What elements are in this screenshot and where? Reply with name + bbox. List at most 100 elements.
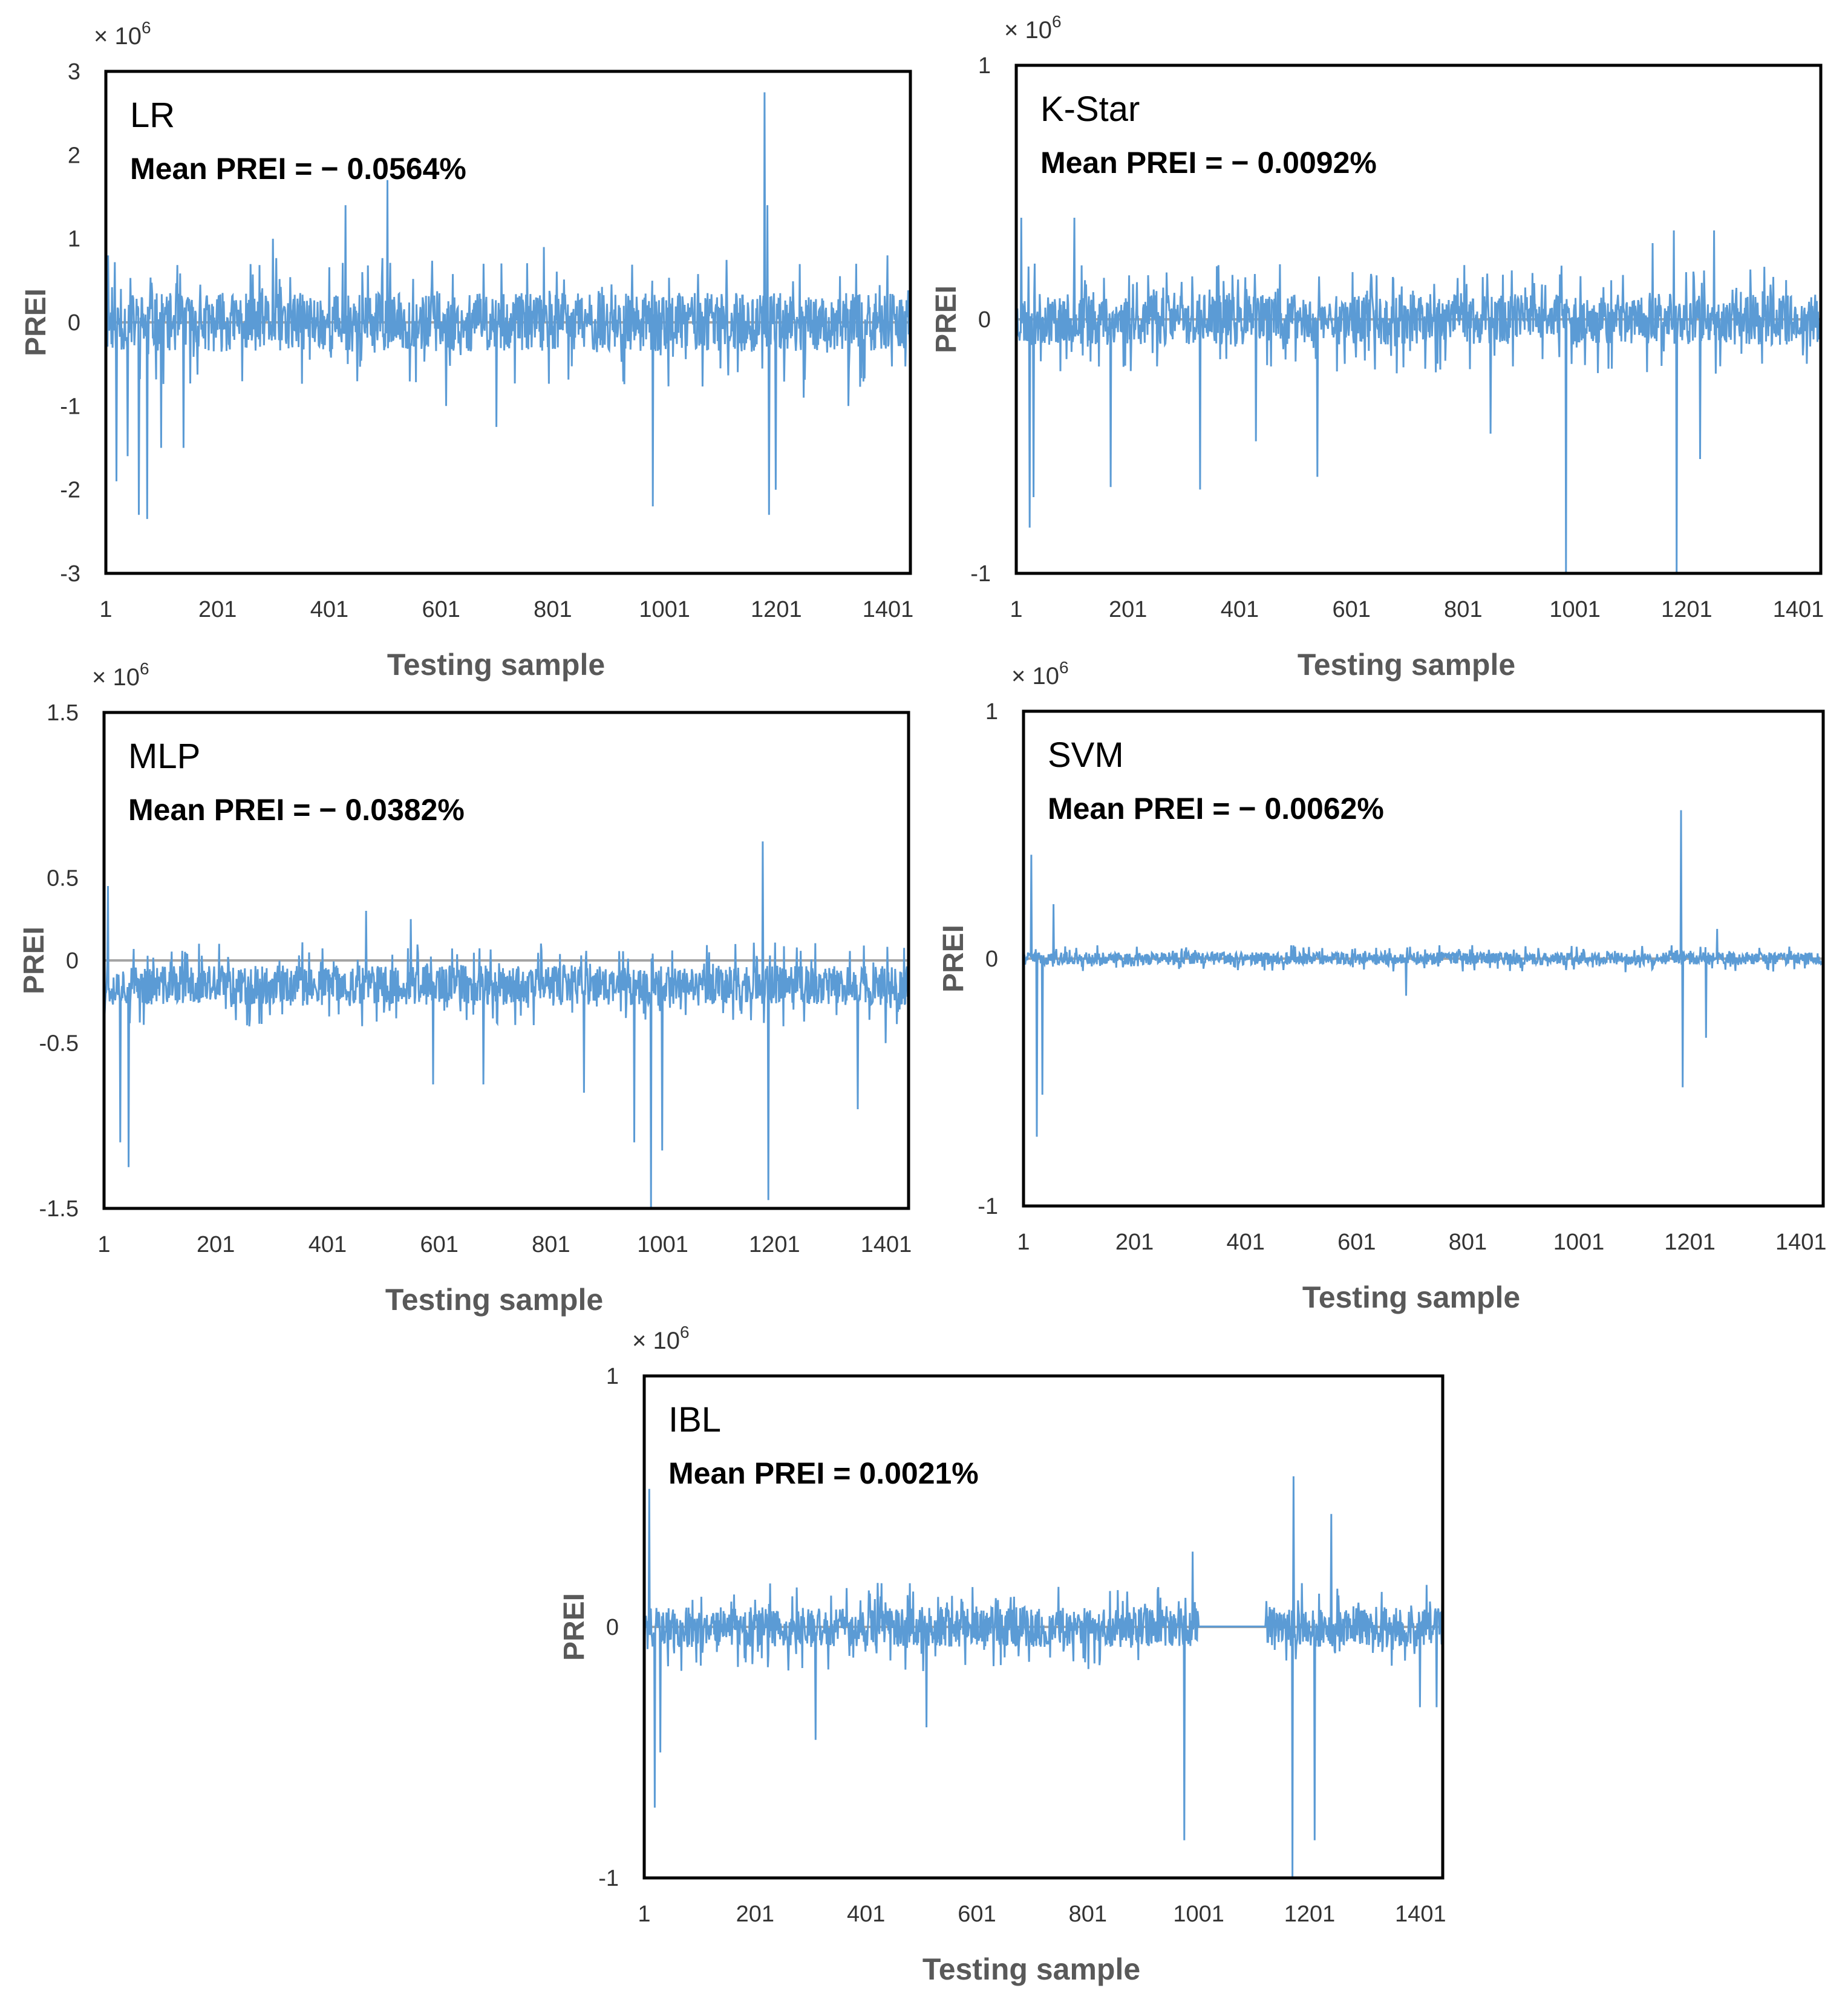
data-series-line: [106, 92, 910, 520]
model-name: LR: [130, 96, 175, 135]
x-tick-label: 601: [1332, 597, 1370, 622]
chart-panel-mlp: 1.50.50-0.5-1.51 201 401 601 801 1001 1201 1401…: [18, 659, 912, 1317]
x-tick-label: 1001: [639, 597, 690, 622]
y-axis-title: PREI: [20, 288, 52, 356]
x-tick-label: 1201: [1661, 597, 1713, 622]
x-tick-label: 601: [958, 1902, 996, 1927]
y-tick-label: 1: [68, 227, 80, 252]
x-tick-label: 401: [1227, 1230, 1265, 1255]
x-tick-label: 1001: [1549, 597, 1601, 622]
mean-prei-label: Mean PREI = − 0.0062%: [1048, 792, 1384, 826]
data-series-line: [104, 841, 909, 1208]
x-tick-label: 601: [422, 597, 460, 622]
multiplier-exponent: 6: [1052, 12, 1062, 31]
x-axis-title: Testing sample: [1298, 648, 1515, 682]
axis-multiplier: × 106: [1011, 658, 1069, 689]
x-tick-label: 1001: [1173, 1902, 1224, 1927]
x-axis-title: Testing sample: [387, 648, 605, 682]
x-tick-label: 1201: [751, 597, 802, 622]
y-tick-label: 3: [68, 59, 80, 85]
x-tick-label: 401: [310, 597, 348, 622]
x-axis-title: Testing sample: [385, 1283, 603, 1317]
y-axis-title: PREI: [18, 927, 50, 994]
x-tick-label: 1: [1017, 1230, 1030, 1255]
y-tick-label: 1: [606, 1364, 619, 1389]
y-tick-label: 0.5: [47, 865, 79, 891]
model-name: IBL: [668, 1400, 721, 1439]
plot-frame: [1022, 709, 1825, 1208]
data-series-line: [644, 1476, 1443, 1878]
y-axis-title: PREI: [558, 1593, 590, 1661]
y-tick-label: 0: [985, 947, 998, 972]
x-tick-label: 201: [1115, 1230, 1154, 1255]
x-tick-label: 201: [197, 1232, 235, 1257]
multiplier-base: × 10: [632, 1328, 680, 1354]
x-tick-label: 401: [309, 1232, 347, 1257]
data-series-line: [1024, 810, 1823, 1137]
x-tick-label: 801: [1069, 1902, 1107, 1927]
x-tick-label: 1401: [1775, 1230, 1827, 1255]
y-tick-label: 2: [68, 143, 80, 168]
y-tick-label: -1.5: [39, 1196, 79, 1222]
x-tick-label: 401: [1221, 597, 1259, 622]
mean-prei-label: Mean PREI = − 0.0564%: [130, 152, 466, 186]
multiplier-base: × 10: [92, 664, 140, 691]
plot-frame: [104, 70, 912, 575]
x-tick-label: 801: [1449, 1230, 1487, 1255]
x-tick-label: 1: [99, 597, 112, 622]
y-tick-label: -3: [60, 561, 80, 587]
x-tick-label: 1001: [1553, 1230, 1605, 1255]
y-tick-label: 0: [978, 307, 991, 333]
x-tick-label: 601: [420, 1232, 458, 1257]
x-tick-label: 1201: [1284, 1902, 1336, 1927]
x-tick-label: 801: [1444, 597, 1482, 622]
x-tick-label: 1: [97, 1232, 110, 1257]
y-tick-label: 0: [66, 948, 79, 974]
x-tick-label: 1201: [749, 1232, 800, 1257]
axis-multiplier: × 106: [92, 659, 149, 691]
x-axis-title: Testing sample: [1302, 1280, 1520, 1314]
model-name: SVM: [1048, 735, 1124, 775]
mean-prei-label: Mean PREI = − 0.0092%: [1040, 146, 1377, 180]
multiplier-base: × 10: [1011, 663, 1059, 689]
plot-frame: [1014, 64, 1823, 575]
x-tick-label: 201: [198, 597, 237, 622]
x-axis-title: Testing sample: [922, 1952, 1140, 1986]
multiplier-base: × 10: [94, 23, 142, 50]
x-tick-label: 201: [736, 1902, 774, 1927]
x-tick-label: 401: [847, 1902, 885, 1927]
multiplier-exponent: 6: [140, 659, 149, 678]
x-tick-label: 801: [532, 1232, 570, 1257]
y-tick-label: 0: [68, 310, 80, 336]
x-tick-label: 1401: [1773, 597, 1824, 622]
axis-multiplier: × 106: [94, 18, 151, 50]
x-tick-label: 1: [1010, 597, 1022, 622]
model-name: K-Star: [1040, 90, 1140, 129]
multiplier-exponent: 6: [1059, 658, 1069, 677]
x-tick-label: 1: [638, 1902, 650, 1927]
plot-frame: [102, 711, 910, 1210]
y-tick-label: -2: [60, 478, 80, 503]
multiplier-exponent: 6: [680, 1323, 690, 1341]
y-tick-label: -0.5: [39, 1031, 79, 1057]
y-tick-label: -1: [978, 1194, 998, 1219]
multiplier-exponent: 6: [142, 18, 151, 37]
y-axis-title: PREI: [938, 925, 970, 992]
x-tick-label: 201: [1109, 597, 1147, 622]
model-name: MLP: [128, 737, 200, 776]
axis-multiplier: × 106: [1004, 12, 1062, 44]
y-tick-label: 0: [606, 1615, 619, 1640]
data-series-line: [1016, 217, 1821, 573]
x-tick-label: 1401: [861, 1232, 912, 1257]
x-tick-label: 601: [1337, 1230, 1376, 1255]
x-tick-label: 1201: [1664, 1230, 1716, 1255]
y-tick-label: -1: [60, 394, 80, 419]
y-tick-label: -1: [598, 1866, 619, 1891]
y-tick-label: -1: [970, 561, 991, 587]
y-tick-label: 1: [978, 53, 991, 79]
x-tick-label: 1401: [1395, 1902, 1446, 1927]
